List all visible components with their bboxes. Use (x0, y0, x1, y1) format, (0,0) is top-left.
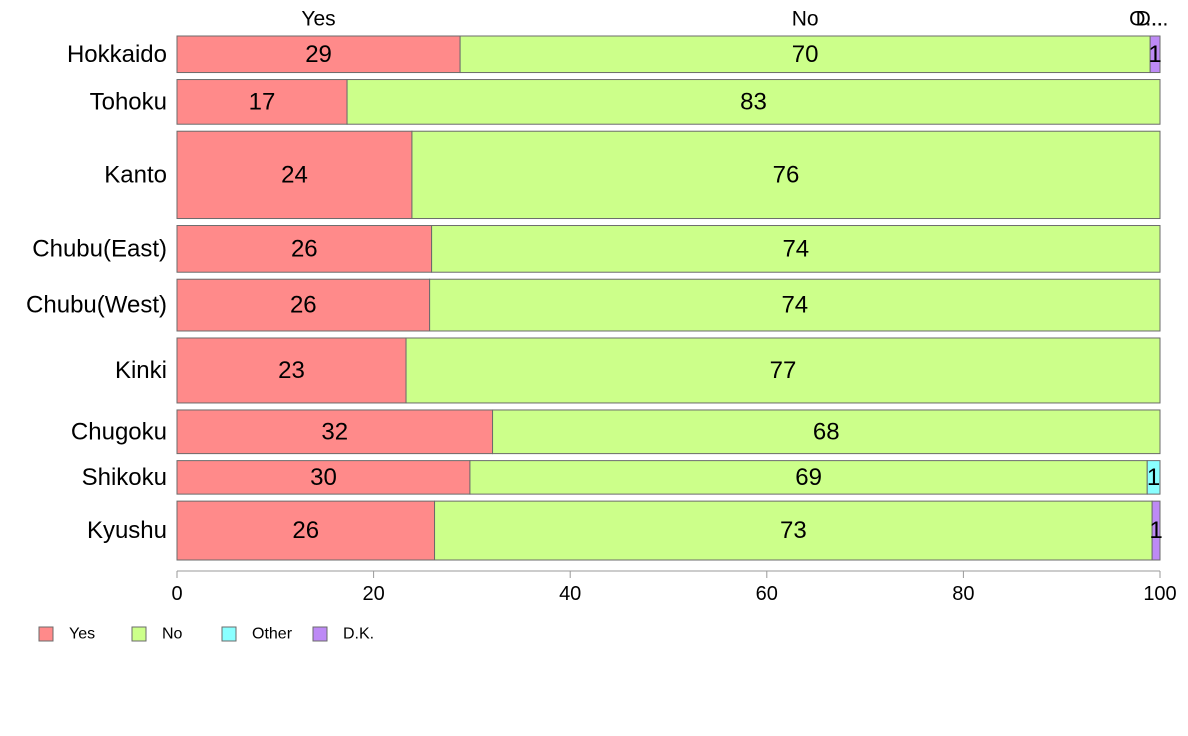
category-label-shikoku: Shikoku (82, 464, 167, 491)
category-label-kyushu: Kyushu (87, 517, 167, 544)
x-tick-label-1: 20 (362, 583, 384, 605)
bar-segment-yes-8 (176, 500, 436, 561)
data-label-yes-1: 17 (249, 88, 276, 115)
bar-segment-yes-3 (176, 225, 433, 273)
legend-swatch-yes (38, 626, 54, 642)
data-label-yes-3: 26 (291, 235, 318, 262)
bar-segment-yes-4 (176, 278, 431, 332)
data-label-yes-0: 29 (305, 41, 332, 68)
top-series-labels: Yes No O...D... (301, 8, 1168, 31)
x-tick-label-5: 100 (1143, 583, 1176, 605)
top-label-2: O... (1129, 8, 1163, 31)
data-label-no-2: 76 (773, 161, 800, 188)
data-label-yes-8: 26 (292, 517, 319, 544)
data-label-yes-7: 30 (310, 464, 337, 491)
bar-segment-yes-6 (176, 409, 494, 455)
legend-label-other: Other (252, 626, 293, 643)
bar-segment-no-3 (431, 225, 1161, 273)
category-label-tohoku: Tohoku (90, 88, 167, 115)
category-label-kinki: Kinki (115, 357, 167, 384)
legend-label-yes: Yes (69, 626, 95, 643)
bar-segment-yes-5 (176, 337, 407, 404)
data-label-no-4: 74 (781, 292, 808, 319)
data-label-d-k--0: 1 (1148, 41, 1161, 68)
top-label-0: Yes (301, 8, 335, 31)
legend-label-d-k-: D.K. (343, 626, 374, 643)
bar-segment-yes-1 (176, 79, 348, 125)
data-label-no-5: 77 (770, 357, 797, 384)
bar-segment-no-1 (346, 79, 1161, 125)
bar-segment-no-4 (429, 278, 1161, 332)
x-tick-label-2: 40 (559, 583, 581, 605)
legend-label-no: No (162, 626, 183, 643)
top-label-3: D... (1136, 8, 1169, 31)
category-label-chugoku: Chugoku (71, 418, 167, 445)
x-tick-label-3: 60 (756, 583, 778, 605)
x-tick-label-4: 80 (952, 583, 974, 605)
bar-segment-d-k--8 (1151, 500, 1161, 561)
data-label-no-7: 69 (795, 464, 822, 491)
category-label-kanto: Kanto (104, 161, 167, 188)
data-label-yes-4: 26 (290, 292, 317, 319)
legend-swatch-other (221, 626, 237, 642)
legend-swatch-d-k- (312, 626, 328, 642)
data-label-other-7: 1 (1147, 464, 1160, 491)
bar-segment-d-k--0 (1149, 35, 1161, 74)
category-label-chubu-west-: Chubu(West) (26, 292, 167, 319)
data-label-yes-5: 23 (278, 357, 305, 384)
bar-segment-no-6 (492, 409, 1161, 455)
legend-swatch-no (131, 626, 147, 642)
data-label-yes-2: 24 (281, 161, 308, 188)
x-axis: 0 20 40 60 80 100 (171, 570, 1177, 605)
data-label-no-1: 83 (740, 88, 767, 115)
category-label-hokkaido: Hokkaido (67, 41, 167, 68)
bar-segment-no-7 (469, 460, 1148, 495)
bar-segment-no-2 (411, 130, 1161, 220)
data-label-no-3: 74 (782, 235, 809, 262)
data-label-d-k--8: 1 (1149, 517, 1162, 544)
bar-segment-yes-7 (176, 460, 471, 495)
legend: Yes No Other D.K. (38, 626, 374, 643)
x-tick-label-0: 0 (171, 583, 182, 605)
bar-segment-yes-2 (176, 130, 413, 220)
category-labels: Hokkaido Tohoku Kanto Chubu(East) Chubu(West… (26, 41, 167, 544)
data-label-no-6: 68 (813, 418, 840, 445)
bar-segment-other-7 (1146, 460, 1161, 495)
bars: 29 70 1 17 83 24 76 26 74 26 74 23 77 32 68 30 69 1 26 73 1 (176, 35, 1163, 561)
bar-segment-no-5 (405, 337, 1161, 404)
top-label-1: No (792, 8, 819, 31)
data-label-yes-6: 32 (321, 418, 348, 445)
category-label-chubu-east-: Chubu(East) (32, 235, 167, 262)
data-label-no-0: 70 (792, 41, 819, 68)
data-label-no-8: 73 (780, 517, 807, 544)
bar-segment-no-0 (459, 35, 1151, 74)
